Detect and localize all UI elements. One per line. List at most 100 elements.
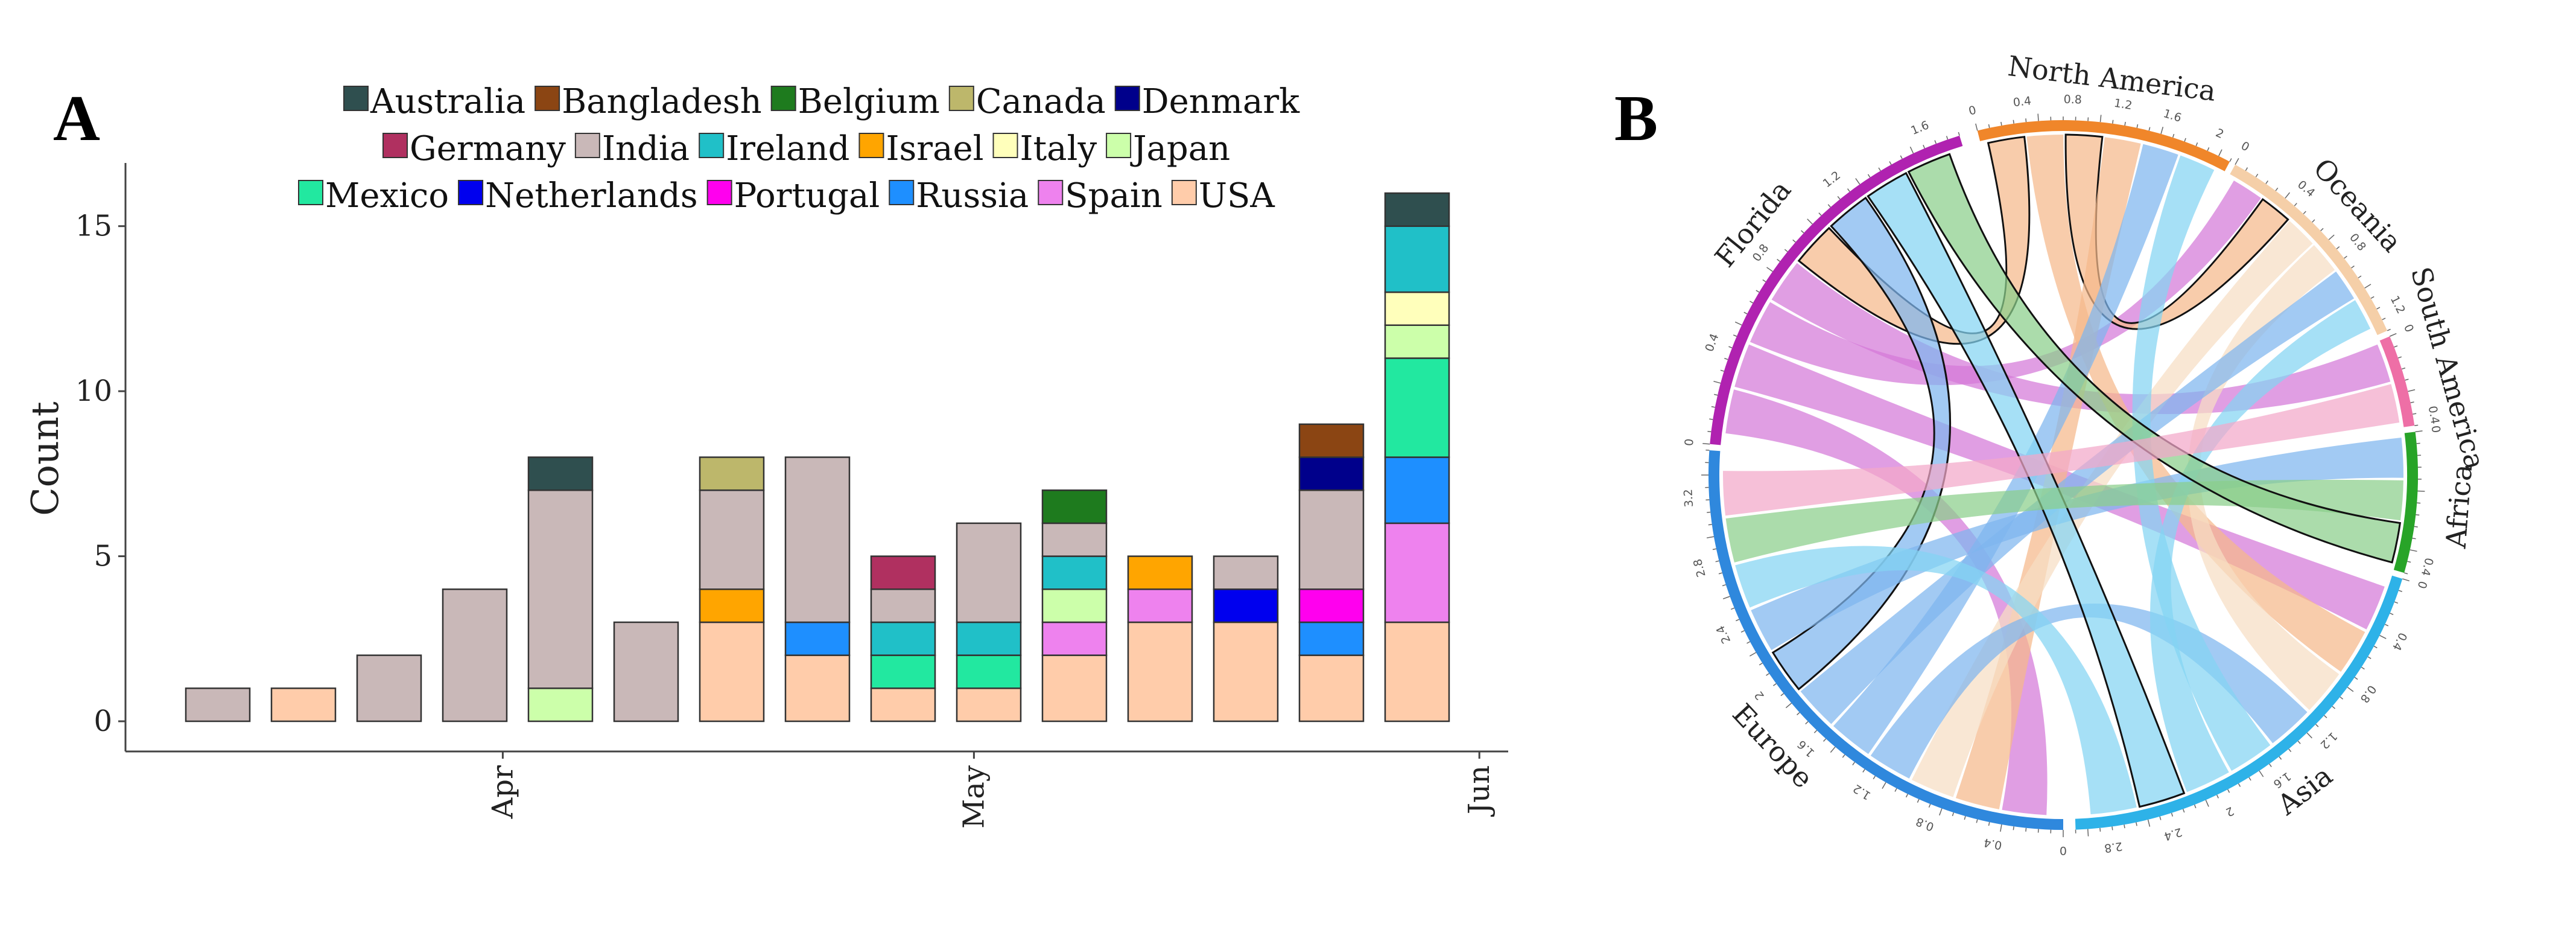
scale-label: 0: [2401, 322, 2416, 334]
scale-tick: [2306, 732, 2312, 739]
bar-3: [356, 654, 422, 722]
scale-label: 2.8: [2104, 840, 2124, 855]
scale-tick: [2160, 127, 2164, 134]
scale-tick: [1714, 394, 1718, 396]
bar-segment-ireland: [956, 621, 1022, 656]
scale-tick: [2195, 142, 2198, 147]
scale-tick: [1733, 334, 1737, 337]
scale-label: 0.4: [2419, 557, 2436, 578]
scale-tick: [2099, 828, 2101, 832]
legend-item-usa: USA: [1171, 176, 1275, 215]
scale-tick: [2398, 590, 2402, 592]
scale-tick: [2124, 824, 2125, 829]
chord-europe-to-africa: [1751, 438, 2403, 651]
scale-label: 1.6: [2162, 107, 2183, 125]
legend-label: India: [602, 129, 690, 168]
bar-4: [442, 588, 508, 722]
bar-segment-portugal: [1298, 588, 1365, 623]
chord-asia-to-oceania: [2150, 300, 2371, 793]
scale-tick: [2216, 794, 2219, 799]
scale-tick: [2370, 296, 2375, 299]
chord-north-america-to-asia: [2026, 135, 2365, 672]
bar-segment-usa: [870, 687, 936, 722]
scale-tick: [2354, 677, 2358, 680]
scale-tick: [2265, 180, 2268, 184]
scale-tick: [1807, 218, 1813, 225]
legend-item-portugal: Portugal: [706, 176, 880, 215]
scale-tick: [1862, 769, 1865, 773]
scale-tick: [1766, 267, 1773, 272]
bar-segment-usa: [1384, 621, 1450, 722]
scale-tick: [2013, 826, 2014, 831]
scale-tick: [2315, 724, 2319, 727]
scale-tick: [1801, 230, 1804, 234]
bar-segment-russia: [1384, 456, 1450, 525]
scale-tick: [2000, 824, 2002, 832]
legend-swatch: [535, 86, 560, 111]
bar-segment-usa: [784, 654, 851, 722]
scale-tick: [2087, 829, 2089, 837]
scale-tick: [2235, 158, 2239, 165]
bar-segment-mexico: [1384, 357, 1450, 458]
chord-oceania-to-europe: [1911, 220, 2313, 797]
scale-tick: [2417, 490, 2425, 492]
scale-label: 0.4: [2390, 630, 2409, 652]
panel-b-label: B: [1614, 83, 1658, 155]
scale-tick: [2394, 601, 2399, 604]
scale-tick: [2405, 378, 2409, 381]
scale-tick: [1722, 584, 1727, 587]
scale-tick: [2269, 764, 2272, 767]
scale-tick: [2344, 255, 2347, 259]
region-label-north-america: North America: [2006, 49, 2218, 107]
bar-7: [699, 456, 765, 722]
scale-tick: [2373, 645, 2378, 649]
scale-label: 0.8: [2358, 683, 2379, 705]
bar-segment-usa: [270, 687, 337, 722]
bar-2: [270, 687, 337, 722]
chord-europe-to-oceania: [1800, 271, 2355, 724]
scale-tick: [1923, 144, 1925, 149]
scale-tick: [1706, 536, 1715, 538]
scale-tick: [2387, 328, 2391, 331]
legend-swatch: [574, 133, 600, 158]
scale-tick: [1917, 799, 1920, 803]
scale-tick: [1756, 290, 1760, 293]
scale-tick: [1952, 812, 1955, 817]
scale-label: 1.2: [1851, 782, 1873, 803]
scale-label: 0: [2239, 139, 2251, 154]
x-tick-label-may: May: [957, 765, 991, 829]
scale-tick: [1928, 803, 1931, 808]
scale-tick: [2184, 138, 2186, 142]
y-axis-ticks: 0 5 10 15: [75, 209, 125, 738]
scale-tick: [2099, 115, 2102, 123]
bar-segment-spain: [1384, 522, 1450, 623]
scale-tick: [2275, 187, 2279, 191]
scale-tick: [1722, 596, 1730, 599]
legend-label: Canada: [976, 82, 1106, 121]
chord-asia-to-florida: [1867, 171, 2186, 808]
bar-segment-india: [356, 654, 422, 722]
scale-label: 0.4: [2426, 405, 2442, 425]
scale-tick: [2382, 317, 2386, 321]
scale-tick: [2390, 613, 2394, 615]
scale-tick: [1743, 311, 1748, 314]
legend-swatch: [992, 133, 1018, 158]
scale-tick: [2194, 804, 2197, 809]
scale-tick: [2147, 819, 2151, 827]
legend-swatch: [458, 180, 484, 205]
bar-10: [956, 522, 1022, 722]
bar-5: [527, 456, 594, 722]
bar-segment-usa: [1213, 621, 1279, 722]
bar-segment-usa: [699, 621, 765, 722]
bar-segment-mexico: [870, 654, 936, 689]
bar-segment-australia: [1384, 192, 1450, 227]
scale-tick: [2312, 219, 2315, 223]
scale-label: 0.4: [1702, 332, 1721, 354]
scale-label: 0: [1683, 438, 1696, 447]
scale-tick: [2259, 770, 2264, 777]
bar-9: [870, 555, 936, 722]
scale-tick: [1750, 301, 1754, 304]
x-tick-label-jun: Jun: [1462, 765, 1496, 817]
scale-tick: [1830, 746, 1836, 753]
